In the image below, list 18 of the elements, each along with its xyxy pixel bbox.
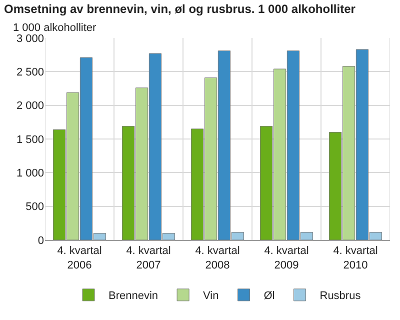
legend-label: Rusbrus — [320, 290, 362, 302]
x-tick-label: 4. kvartal 2008 — [195, 245, 240, 272]
y-tick-label: 2 500 — [16, 66, 44, 79]
y-tick-label: 500 — [26, 201, 44, 214]
x-tick-label: 4. kvartal 2009 — [264, 245, 309, 272]
y-tick-label: 2 000 — [16, 100, 44, 112]
y-tick-label: 0 — [38, 234, 44, 247]
legend-label: Øl — [264, 290, 275, 302]
legend-label: Brennevin — [108, 290, 158, 302]
x-tick-label: 4. kvartal 2006 — [57, 245, 102, 272]
y-tick-label: 1 000 — [16, 168, 44, 180]
x-tick-label: 4. kvartal 2010 — [333, 245, 378, 272]
y-tick-label: 3 000 — [16, 32, 44, 45]
y-tick-label: 1 500 — [16, 134, 44, 146]
x-tick-label: 4. kvartal 2007 — [126, 245, 171, 272]
legend-label: Vin — [203, 290, 219, 302]
chart-subtitle: 1 000 alkoholliter — [13, 22, 97, 34]
chart-title: Omsetning av brennevin, vin, øl og rusbrus. 1 000 alkoholliter — [4, 2, 356, 16]
